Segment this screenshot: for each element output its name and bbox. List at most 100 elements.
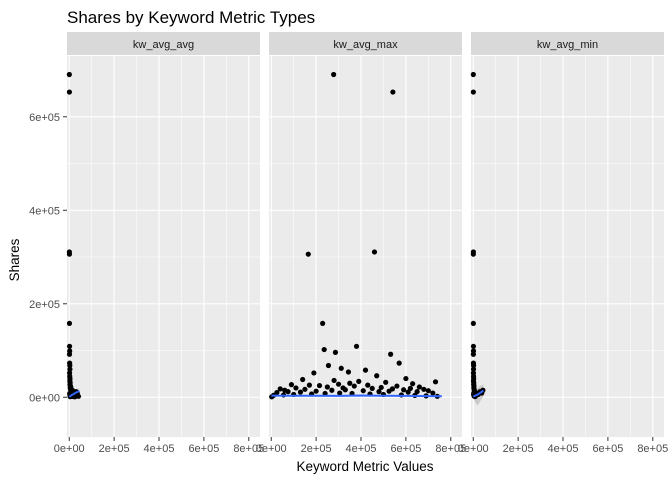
smooth-line <box>472 389 484 398</box>
data-point <box>66 343 73 349</box>
data-point <box>288 382 295 388</box>
data-point <box>414 389 420 395</box>
x-tick-label: 0e+00 <box>256 443 287 455</box>
data-point <box>66 320 73 327</box>
x-tick-label: 4e+05 <box>346 443 377 455</box>
facet-strip-label: kw_avg_min <box>537 39 598 51</box>
data-point <box>331 377 337 384</box>
x-tick-label: 0e+00 <box>54 443 85 455</box>
data-point <box>351 383 357 389</box>
x-tick-label: 2e+05 <box>503 443 534 455</box>
data-point <box>470 343 477 349</box>
data-point <box>67 366 73 372</box>
data-point <box>378 384 384 391</box>
data-point <box>369 385 375 391</box>
data-point <box>316 382 323 389</box>
data-point <box>302 386 308 392</box>
data-point <box>331 71 337 78</box>
data-point <box>360 388 366 394</box>
data-point <box>470 251 476 257</box>
y-tick-label: 6e+05 <box>29 112 60 124</box>
data-point <box>403 375 409 382</box>
data-point <box>66 351 73 357</box>
data-point <box>390 89 396 95</box>
x-tick-label: 8e+05 <box>637 443 668 455</box>
x-tick-label: 8e+05 <box>435 443 466 455</box>
data-point <box>470 351 476 357</box>
data-point <box>396 360 402 366</box>
facet-panel <box>67 56 260 437</box>
x-axis-title: Keyword Metric Values <box>296 459 433 474</box>
data-point <box>401 387 407 393</box>
smooth-line <box>68 389 80 398</box>
data-point <box>285 389 291 395</box>
smooth-line <box>271 394 442 398</box>
data-point <box>470 89 476 95</box>
data-point <box>329 387 335 393</box>
data-point <box>376 389 382 395</box>
data-point <box>430 390 436 396</box>
x-tick-label: 4e+05 <box>548 443 579 455</box>
data-point <box>313 388 319 394</box>
x-tick-label: 6e+05 <box>188 443 219 455</box>
data-point <box>277 386 283 392</box>
data-point <box>342 387 348 393</box>
data-point <box>470 366 477 372</box>
x-tick-label: 0e+00 <box>458 443 489 455</box>
data-point <box>416 384 422 390</box>
data-point <box>470 71 476 78</box>
data-point <box>320 320 326 327</box>
x-tick-label: 6e+05 <box>390 443 421 455</box>
facet-strip <box>67 32 260 55</box>
y-tick-label: 4e+05 <box>29 205 60 217</box>
data-point <box>388 351 394 357</box>
data-point <box>470 320 476 327</box>
data-point <box>325 362 332 369</box>
facet-panel <box>471 56 664 437</box>
data-point <box>410 381 416 387</box>
data-point <box>321 346 327 353</box>
data-point <box>425 388 431 394</box>
data-point <box>338 365 344 371</box>
data-point <box>311 370 317 376</box>
data-point <box>374 373 380 379</box>
data-point <box>293 385 299 391</box>
x-tick-label: 2e+05 <box>301 443 332 455</box>
x-tick-label: 2e+05 <box>99 443 130 455</box>
data-point <box>300 376 306 383</box>
data-point <box>337 390 343 396</box>
data-point <box>332 349 339 355</box>
data-point <box>386 388 392 394</box>
data-point <box>345 369 352 375</box>
data-point <box>69 387 75 393</box>
data-point <box>353 343 360 349</box>
data-point <box>66 89 73 95</box>
data-point <box>405 389 411 395</box>
data-point <box>470 362 477 369</box>
data-point <box>66 71 72 78</box>
data-point <box>365 382 371 388</box>
data-point <box>421 386 427 392</box>
y-tick-label: 2e+05 <box>29 299 60 311</box>
data-point <box>362 367 369 373</box>
data-point <box>394 383 400 389</box>
data-point <box>407 385 413 391</box>
data-point <box>356 378 362 384</box>
facet-strip-label: kw_avg_max <box>333 39 398 51</box>
x-tick-label: 6e+05 <box>592 443 623 455</box>
data-point <box>335 381 342 387</box>
data-point <box>306 382 312 388</box>
facet-panel <box>269 56 462 437</box>
data-point <box>305 251 311 257</box>
facet-strip <box>471 32 664 55</box>
data-point <box>471 390 477 396</box>
x-tick-label: 8e+05 <box>233 443 264 455</box>
data-point <box>297 389 304 395</box>
chart-title: Shares by Keyword Metric Types <box>67 8 315 27</box>
facet-strip <box>269 32 462 55</box>
data-point <box>72 394 78 400</box>
data-point <box>432 379 439 385</box>
data-point <box>67 362 73 369</box>
data-point <box>324 384 330 390</box>
